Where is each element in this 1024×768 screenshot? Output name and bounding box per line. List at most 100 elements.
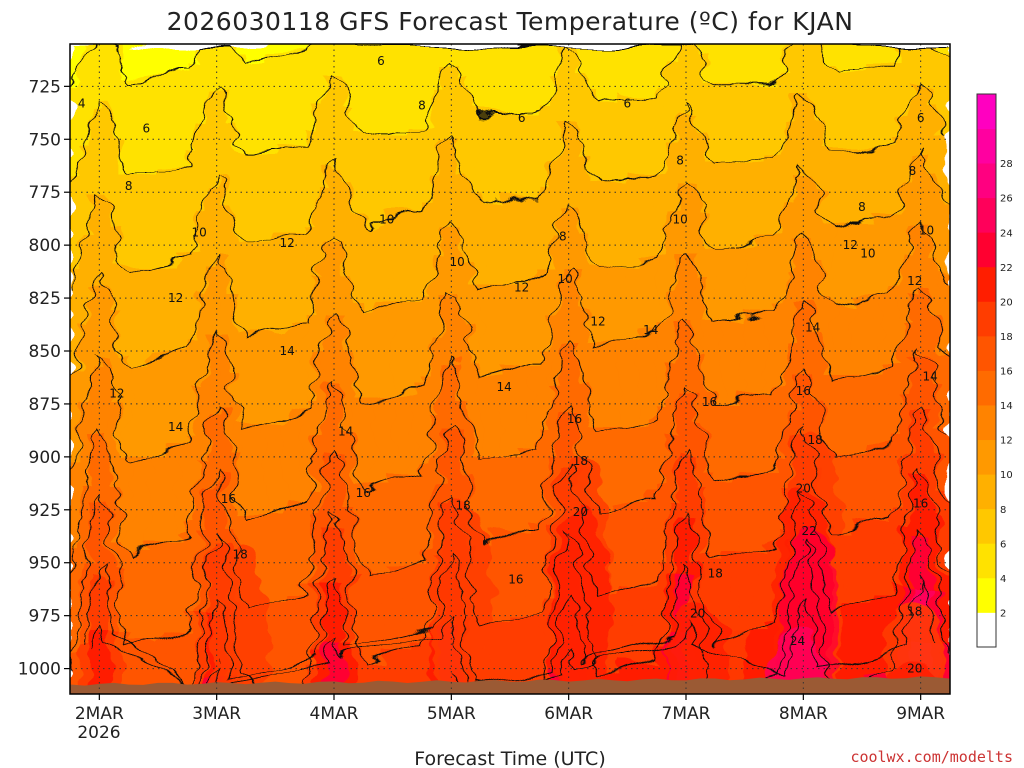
- temperature-cell: [109, 514, 120, 525]
- temperature-cell: [294, 634, 306, 645]
- temperature-cell: [246, 54, 257, 65]
- temperature-cell: [705, 444, 716, 455]
- temperature-cell: [666, 54, 677, 65]
- temperature-cell: [216, 144, 228, 155]
- temperature-cell: [568, 434, 580, 445]
- temperature-cell: [529, 154, 540, 165]
- temperature-cell: [187, 414, 198, 425]
- temperature-cell: [402, 294, 413, 305]
- temperature-cell: [265, 334, 276, 345]
- temperature-cell: [617, 334, 628, 345]
- temperature-cell: [304, 134, 316, 145]
- temperature-cell: [627, 164, 638, 175]
- temperature-cell: [392, 504, 404, 515]
- temperature-cell: [177, 54, 188, 65]
- temperature-cell: [197, 104, 208, 115]
- temperature-cell: [158, 74, 169, 85]
- temperature-cell: [617, 634, 628, 645]
- temperature-cell: [265, 104, 276, 115]
- temperature-cell: [382, 474, 394, 485]
- temperature-cell: [470, 104, 482, 115]
- temperature-cell: [304, 194, 316, 205]
- temperature-cell: [568, 154, 580, 165]
- temperature-cell: [725, 64, 736, 75]
- temperature-cell: [422, 514, 433, 525]
- temperature-cell: [89, 314, 100, 325]
- temperature-cell: [539, 254, 550, 265]
- temperature-cell: [549, 84, 560, 95]
- temperature-cell: [206, 434, 218, 445]
- temperature-cell: [470, 44, 482, 55]
- temperature-cell: [402, 194, 413, 205]
- temperature-cell: [255, 104, 267, 115]
- temperature-cell: [402, 404, 413, 415]
- temperature-cell: [617, 434, 628, 445]
- temperature-cell: [695, 234, 707, 245]
- temperature-cell: [187, 654, 198, 665]
- temperature-cell: [705, 354, 716, 365]
- temperature-cell: [558, 204, 570, 215]
- temperature-cell: [363, 264, 374, 275]
- temperature-cell: [187, 254, 198, 265]
- temperature-cell: [539, 64, 550, 75]
- temperature-cell: [637, 314, 648, 325]
- temperature-cell: [187, 344, 198, 355]
- temperature-cell: [734, 314, 746, 325]
- temperature-cell: [793, 364, 804, 375]
- temperature-cell: [99, 264, 110, 275]
- temperature-cell: [539, 304, 550, 315]
- temperature-cell: [216, 374, 228, 385]
- temperature-cell: [558, 124, 570, 135]
- temperature-cell: [431, 474, 443, 485]
- temperature-cell: [461, 454, 472, 465]
- temperature-cell: [744, 614, 756, 625]
- temperature-cell: [539, 444, 550, 455]
- temperature-cell: [363, 524, 374, 535]
- temperature-cell: [158, 594, 169, 605]
- temperature-cell: [246, 374, 257, 385]
- temperature-cell: [744, 414, 756, 425]
- temperature-cell: [275, 354, 286, 365]
- temperature-cell: [118, 54, 130, 65]
- temperature-cell: [294, 94, 306, 105]
- temperature-cell: [314, 394, 325, 405]
- temperature-cell: [148, 104, 159, 115]
- temperature-cell: [422, 264, 433, 275]
- temperature-cell: [676, 354, 687, 365]
- temperature-cell: [109, 424, 120, 435]
- temperature-cell: [402, 474, 413, 485]
- temperature-cell: [158, 134, 169, 145]
- temperature-cell: [422, 444, 433, 455]
- temperature-cell: [422, 614, 433, 625]
- temperature-cell: [412, 484, 423, 495]
- temperature-cell: [109, 654, 120, 665]
- temperature-cell: [734, 594, 746, 605]
- temperature-cell: [265, 594, 276, 605]
- temperature-cell: [539, 474, 550, 485]
- temperature-cell: [744, 64, 756, 75]
- temperature-cell: [754, 274, 765, 285]
- temperature-cell: [500, 664, 511, 675]
- temperature-cell: [158, 504, 169, 515]
- temperature-cell: [774, 524, 785, 535]
- temperature-cell: [539, 414, 550, 425]
- temperature-cell: [197, 664, 208, 675]
- temperature-cell: [519, 294, 531, 305]
- temperature-cell: [158, 524, 169, 535]
- temperature-cell: [206, 544, 218, 555]
- temperature-cell: [412, 244, 423, 255]
- temperature-cell: [412, 114, 423, 125]
- temperature-cell: [598, 144, 609, 155]
- temperature-cell: [285, 354, 296, 365]
- temperature-cell: [754, 464, 765, 475]
- temperature-cell: [265, 344, 276, 355]
- temperature-cell: [686, 134, 697, 145]
- temperature-cell: [353, 304, 364, 315]
- temperature-cell: [167, 64, 179, 75]
- temperature-cell: [314, 354, 325, 365]
- temperature-cell: [167, 204, 179, 215]
- temperature-cell: [637, 674, 648, 685]
- temperature-cell: [79, 474, 91, 485]
- temperature-cell: [265, 484, 276, 495]
- temperature-cell: [529, 74, 540, 85]
